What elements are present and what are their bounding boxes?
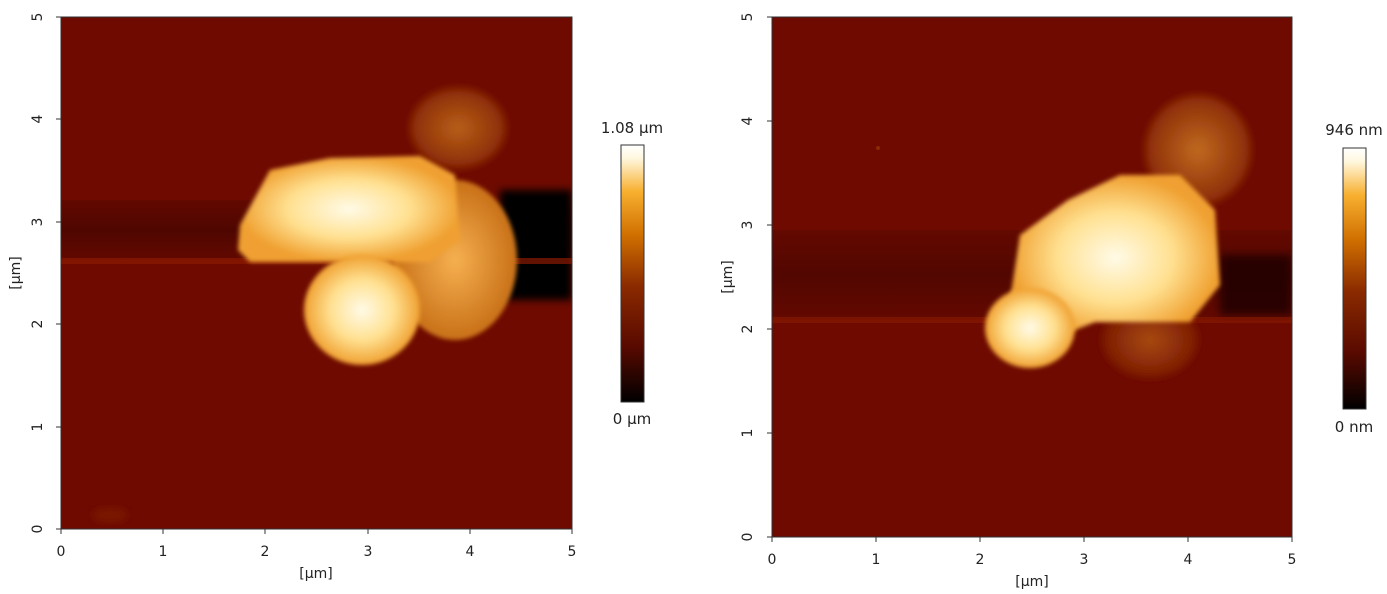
x-tick-label: 0 [768, 552, 777, 568]
plot-frame [771, 16, 1293, 538]
afm-figure-left: 0 1 2 3 4 5 [µm] 0 1 2 3 4 5 [µm] 1.08 µ… [8, 13, 663, 582]
y-axis: 0 1 2 3 4 5 [µm] [8, 13, 61, 534]
y-axis-label: [µm] [720, 260, 736, 293]
x-axis: 0 1 2 3 4 5 [µm] [57, 529, 577, 582]
colorbar-min-label: 0 µm [613, 410, 651, 428]
plot-frame [60, 16, 573, 530]
x-tick-label: 5 [568, 544, 577, 560]
afm-panel-right: 0 1 2 3 4 5 [µm] 0 1 2 3 4 5 [µm] 946 nm… [700, 0, 1387, 590]
x-tick-label: 2 [261, 544, 270, 560]
y-tick-label: 1 [740, 429, 756, 438]
x-tick-label: 3 [364, 544, 373, 560]
x-tick-label: 1 [872, 552, 881, 568]
y-tick-label: 3 [740, 221, 756, 230]
y-tick-label: 4 [740, 116, 756, 125]
y-tick-label: 5 [740, 13, 756, 22]
x-tick-label: 5 [1288, 552, 1297, 568]
colorbar: 1.08 µm 0 µm [601, 119, 663, 428]
y-tick-label: 0 [30, 525, 46, 534]
y-tick-label: 2 [30, 320, 46, 329]
y-tick-label: 1 [30, 423, 46, 432]
x-tick-label: 3 [1080, 552, 1089, 568]
afm-panel-left: 0 1 2 3 4 5 [µm] 0 1 2 3 4 5 [µm] 1.08 µ… [8, 13, 663, 582]
x-tick-label: 2 [976, 552, 985, 568]
y-tick-label: 0 [740, 533, 756, 542]
afm-height-map [61, 17, 572, 529]
x-tick-label: 4 [466, 544, 475, 560]
afm-height-map [772, 17, 1292, 537]
y-tick-label: 2 [740, 325, 756, 334]
x-tick-label: 0 [57, 544, 66, 560]
x-tick-label: 1 [159, 544, 168, 560]
colorbar-max-label: 946 nm [1325, 121, 1383, 139]
afm-figure-right: 0 1 2 3 4 5 [µm] 0 1 2 3 4 5 [µm] 946 nm… [720, 13, 1383, 590]
colorbar-scale [1342, 147, 1367, 410]
colorbar-max-label: 1.08 µm [601, 119, 663, 137]
colorbar-scale [620, 144, 645, 403]
x-axis-label: [µm] [299, 566, 332, 582]
x-tick-label: 4 [1184, 552, 1193, 568]
y-tick-label: 5 [30, 13, 46, 22]
colorbar-min-label: 0 nm [1335, 418, 1373, 436]
y-axis-label: [µm] [8, 256, 24, 289]
y-axis: 0 1 2 3 4 5 [µm] [720, 13, 772, 542]
colorbar: 946 nm 0 nm [1325, 121, 1383, 436]
x-axis: 0 1 2 3 4 5 [µm] [768, 537, 1297, 590]
y-tick-label: 3 [30, 218, 46, 227]
y-tick-label: 4 [30, 114, 46, 123]
x-axis-label: [µm] [1015, 574, 1048, 590]
